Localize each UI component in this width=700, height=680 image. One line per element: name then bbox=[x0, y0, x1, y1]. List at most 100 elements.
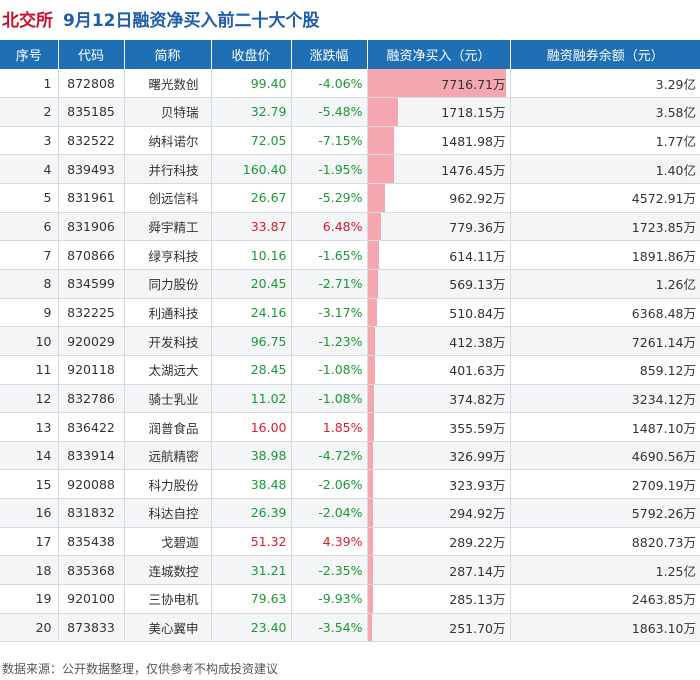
close-price-cell: 51.32 bbox=[211, 527, 292, 557]
table-row[interactable]: 14 833914 远航精密 38.98 -4.72% 326.99万 4690.56万 bbox=[0, 441, 700, 471]
name-cell: 绿亨科技 bbox=[124, 240, 212, 270]
name-cell: 科达自控 bbox=[124, 498, 212, 528]
code-cell: 831961 bbox=[58, 183, 125, 213]
code-cell: 833914 bbox=[58, 441, 125, 471]
net-buy-bar bbox=[367, 441, 374, 470]
balance-cell: 1.77亿 bbox=[510, 126, 700, 156]
table-row[interactable]: 7 870866 绿亨科技 10.16 -1.65% 614.11万 1891.86万 bbox=[0, 240, 700, 270]
net-buy-cell: 289.22万 bbox=[367, 527, 511, 557]
table-row[interactable]: 20 873833 美心翼申 23.40 -3.54% 251.70万 1863.10万 bbox=[0, 613, 700, 643]
net-buy-cell: 569.13万 bbox=[367, 269, 511, 299]
table-row[interactable]: 8 834599 同力股份 20.45 -2.71% 569.13万 1.26亿 bbox=[0, 269, 700, 299]
net-buy-value: 289.22万 bbox=[449, 535, 506, 551]
close-price-cell: 160.40 bbox=[211, 154, 292, 185]
rank-cell: 13 bbox=[0, 412, 59, 442]
table-row[interactable]: 9 832225 利通科技 24.16 -3.17% 510.84万 6368.48万 bbox=[0, 298, 700, 328]
table-row[interactable]: 4 839493 并行科技 160.40 -1.95% 1476.45万 1.40亿 bbox=[0, 154, 700, 185]
code-cell: 920029 bbox=[58, 326, 125, 356]
close-price-cell: 16.00 bbox=[211, 412, 292, 442]
net-buy-cell: 7716.71万 bbox=[367, 69, 511, 99]
close-price-cell: 20.45 bbox=[211, 269, 292, 299]
net-buy-value: 401.63万 bbox=[449, 363, 506, 379]
table-row[interactable]: 6 831906 舜宇精工 33.87 6.48% 779.36万 1723.85万 bbox=[0, 212, 700, 242]
name-cell: 远航精密 bbox=[124, 441, 212, 471]
close-price-cell: 32.79 bbox=[211, 97, 292, 127]
net-buy-value: 355.59万 bbox=[449, 420, 506, 436]
table-row[interactable]: 11 920118 太湖远大 28.45 -1.08% 401.63万 859.12万 bbox=[0, 355, 700, 385]
balance-cell: 1.25亿 bbox=[510, 555, 700, 586]
table-row[interactable]: 5 831961 创远信科 26.67 -5.29% 962.92万 4572.91万 bbox=[0, 183, 700, 213]
net-buy-cell: 614.11万 bbox=[367, 240, 511, 270]
table-row[interactable]: 2 835185 贝特瑞 32.79 -5.48% 1718.15万 3.58亿 bbox=[0, 97, 700, 127]
net-buy-bar bbox=[367, 212, 382, 241]
header-balance[interactable]: 融资融券余额（元） bbox=[510, 40, 700, 69]
net-buy-cell: 355.59万 bbox=[367, 412, 511, 442]
net-buy-value: 412.38万 bbox=[449, 334, 506, 350]
rank-cell: 6 bbox=[0, 212, 59, 242]
table-row[interactable]: 15 920088 科力股份 38.48 -2.06% 323.93万 2709.19万 bbox=[0, 469, 700, 500]
close-price-cell: 99.40 bbox=[211, 69, 292, 99]
name-cell: 戈碧迦 bbox=[124, 527, 212, 557]
balance-cell: 2709.19万 bbox=[510, 469, 700, 500]
net-buy-bar bbox=[367, 69, 506, 98]
rank-cell: 11 bbox=[0, 355, 59, 385]
rank-cell: 10 bbox=[0, 326, 59, 356]
name-cell: 连城数控 bbox=[124, 555, 212, 586]
balance-cell: 1723.85万 bbox=[510, 212, 700, 242]
name-cell: 舜宇精工 bbox=[124, 212, 212, 242]
name-cell: 科力股份 bbox=[124, 469, 212, 500]
rank-cell: 16 bbox=[0, 498, 59, 528]
balance-cell: 3.58亿 bbox=[510, 97, 700, 127]
header-rank[interactable]: 序号 bbox=[0, 40, 59, 69]
table-row[interactable]: 12 832786 骑士乳业 11.02 -1.08% 374.82万 3234.12万 bbox=[0, 384, 700, 414]
balance-cell: 859.12万 bbox=[510, 355, 700, 385]
balance-cell: 8820.73万 bbox=[510, 527, 700, 557]
change-cell: -1.23% bbox=[291, 326, 368, 356]
net-buy-bar bbox=[367, 126, 394, 155]
change-cell: 1.85% bbox=[291, 412, 368, 442]
net-buy-bar bbox=[367, 613, 372, 642]
header-close-price[interactable]: 收盘价 bbox=[211, 40, 292, 69]
name-cell: 纳科诺尔 bbox=[124, 126, 212, 156]
margin-table-container: 序号 代码 简称 收盘价 涨跌幅 融资净买入（元） 融资融券余额（元） 1 872… bbox=[0, 40, 700, 643]
table-row[interactable]: 3 832522 纳科诺尔 72.05 -7.15% 1481.98万 1.77亿 bbox=[0, 126, 700, 156]
header-net-buy[interactable]: 融资净买入（元） bbox=[367, 40, 511, 69]
name-cell: 太湖远大 bbox=[124, 355, 212, 385]
header-change[interactable]: 涨跌幅 bbox=[291, 40, 368, 69]
net-buy-cell: 779.36万 bbox=[367, 212, 511, 242]
table-row[interactable]: 13 836422 润普食品 16.00 1.85% 355.59万 1487.10万 bbox=[0, 412, 700, 442]
rank-cell: 3 bbox=[0, 126, 59, 156]
rank-cell: 5 bbox=[0, 183, 59, 213]
code-cell: 835368 bbox=[58, 555, 125, 586]
header-code[interactable]: 代码 bbox=[58, 40, 125, 69]
net-buy-value: 510.84万 bbox=[449, 305, 506, 321]
change-cell: 6.48% bbox=[291, 212, 368, 242]
change-cell: -1.95% bbox=[291, 154, 368, 185]
table-row[interactable]: 17 835438 戈碧迦 51.32 4.39% 289.22万 8820.73万 bbox=[0, 527, 700, 557]
net-buy-bar bbox=[367, 269, 378, 298]
balance-cell: 1863.10万 bbox=[510, 613, 700, 643]
table-row[interactable]: 16 831832 科达自控 26.39 -2.04% 294.92万 5792.26万 bbox=[0, 498, 700, 528]
close-price-cell: 72.05 bbox=[211, 126, 292, 156]
rank-cell: 18 bbox=[0, 555, 59, 586]
table-row[interactable]: 1 872808 曙光数创 99.40 -4.06% 7716.71万 3.29亿 bbox=[0, 69, 700, 99]
net-buy-value: 614.11万 bbox=[449, 248, 506, 264]
close-price-cell: 11.02 bbox=[211, 384, 292, 414]
net-buy-value: 1481.98万 bbox=[441, 134, 506, 150]
net-buy-cell: 1476.45万 bbox=[367, 154, 511, 185]
net-buy-value: 7716.71万 bbox=[441, 76, 506, 92]
rank-cell: 9 bbox=[0, 298, 59, 328]
data-source-note: 数据来源：公开数据整理，仅供参考不构成投资建议 bbox=[2, 662, 279, 676]
net-buy-value: 569.13万 bbox=[449, 277, 506, 293]
table-row[interactable]: 10 920029 开发科技 96.75 -1.23% 412.38万 7261.14万 bbox=[0, 326, 700, 356]
close-price-cell: 26.39 bbox=[211, 498, 292, 528]
close-price-cell: 31.21 bbox=[211, 555, 292, 586]
table-row[interactable]: 19 920100 三协电机 79.63 -9.93% 285.13万 2463.85万 bbox=[0, 584, 700, 614]
name-cell: 润普食品 bbox=[124, 412, 212, 442]
code-cell: 835185 bbox=[58, 97, 125, 127]
balance-cell: 1891.86万 bbox=[510, 240, 700, 270]
rank-cell: 14 bbox=[0, 441, 59, 471]
header-name[interactable]: 简称 bbox=[124, 40, 212, 69]
table-row[interactable]: 18 835368 连城数控 31.21 -2.35% 287.14万 1.25亿 bbox=[0, 555, 700, 586]
change-cell: 4.39% bbox=[291, 527, 368, 557]
